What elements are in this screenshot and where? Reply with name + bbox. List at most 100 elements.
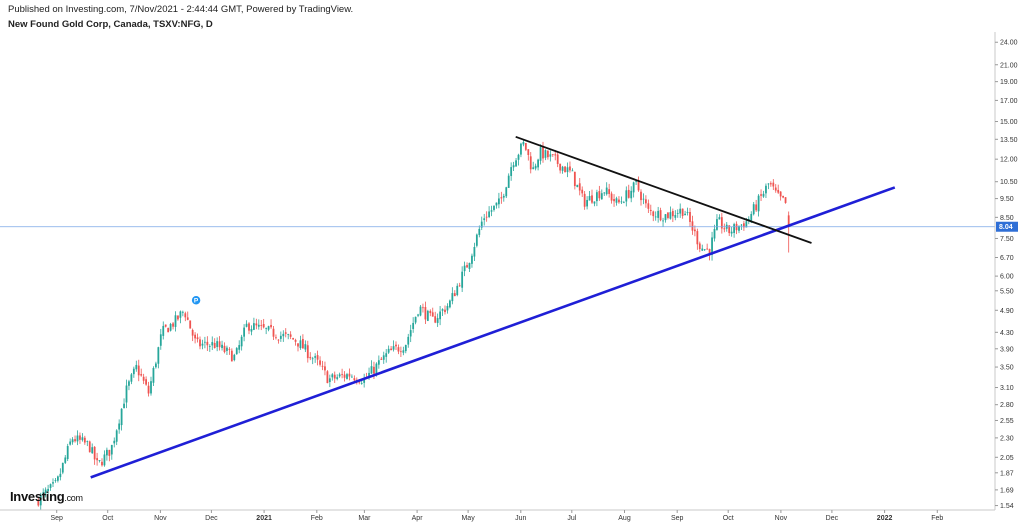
candle [542,141,544,163]
candle [485,211,488,222]
candle [593,201,596,207]
candle [784,197,787,204]
candle [128,379,130,391]
candle [588,190,591,201]
candle [380,356,383,361]
candle [189,320,192,329]
candle [81,433,84,442]
candle [137,359,140,382]
candle [603,192,606,196]
candle [466,262,468,268]
candle [659,207,662,222]
symbol-title: New Found Gold Corp, Canada, TSXV:NFG, D [8,19,213,30]
candle [718,214,721,220]
y-tick-label: 9.50 [1000,196,1014,203]
y-tick-label: 10.50 [1000,179,1018,186]
candle [103,450,106,467]
candle [64,455,67,465]
candle [669,206,672,220]
x-tick-label: Mar [358,515,371,522]
support-trendline[interactable] [90,186,896,479]
candle [123,398,125,409]
x-tick-label: Aug [618,515,631,522]
candle [400,346,402,358]
candle [561,165,564,174]
candle [640,189,642,206]
candle [240,334,243,351]
candle [253,317,255,331]
candles [37,139,790,510]
candle [110,444,113,460]
candle [674,210,677,221]
candle [279,331,282,342]
candle [245,320,248,328]
candle [520,142,522,158]
y-tick-label: 5.50 [1000,288,1014,295]
y-tick-label: 1.54 [1000,503,1014,510]
candle [549,150,552,162]
candle [723,223,726,233]
candle [164,324,167,328]
candle [226,345,228,355]
candle [515,157,517,167]
y-tick-label: 7.50 [1000,236,1014,243]
investing-logo: Investing.com [10,489,83,504]
candle [113,437,116,448]
candle [480,216,483,231]
candle [71,437,74,445]
candle [93,446,96,465]
candle [196,333,199,343]
candle [689,207,691,227]
candle [613,194,615,207]
candle [451,287,454,305]
candle [98,460,101,463]
candle [458,282,461,287]
candle [39,492,42,510]
candle [181,310,184,317]
candle [76,430,79,446]
x-tick-label: Sep [671,515,684,522]
y-tick-label: 2.05 [1000,455,1014,462]
candle [605,182,608,196]
x-tick-label: Jul [567,515,576,522]
event-marker[interactable]: P [191,296,201,305]
candle [551,154,554,157]
candle [184,311,187,322]
candle [42,488,45,499]
candle [527,149,530,161]
candle [510,162,513,181]
candle [74,435,76,443]
candle [701,244,704,252]
last-price-badge [996,221,1018,232]
candle [341,368,343,379]
candle [238,340,241,354]
y-tick-label: 15.00 [1000,119,1018,126]
candle [471,253,473,268]
candle [414,316,417,325]
candle [390,346,392,351]
candle [172,321,174,330]
candle [169,322,172,332]
last-candle [787,211,790,253]
resistance-trendline[interactable] [515,135,812,244]
candle [66,443,69,462]
candle [529,152,532,174]
candle [429,309,432,317]
candle [473,242,476,262]
candle [547,149,549,160]
candle [382,351,385,364]
candle [475,233,478,248]
y-tick-label: 19.00 [1000,79,1018,86]
candle [208,344,211,352]
candle [505,186,508,199]
candle [44,487,47,498]
candle [539,144,542,165]
candle [216,337,219,352]
candle [275,334,277,340]
candle [257,319,260,330]
y-tick-label: 3.50 [1000,365,1014,372]
candle [664,213,667,223]
candle [782,195,784,199]
y-tick-label: 2.55 [1000,418,1014,425]
